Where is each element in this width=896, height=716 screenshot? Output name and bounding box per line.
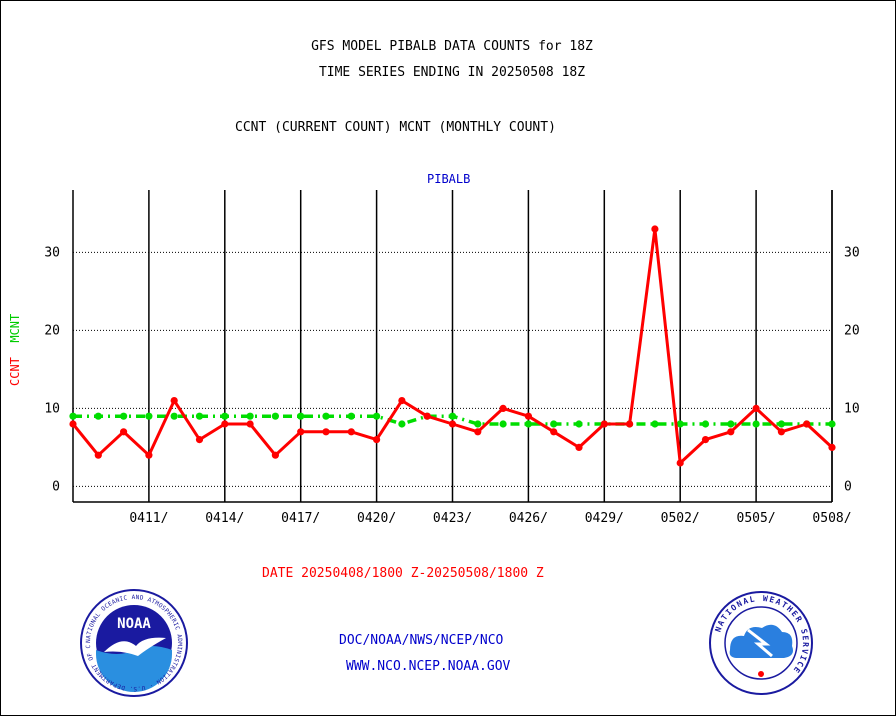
- data-point-mcnt: [550, 420, 558, 428]
- data-point-mcnt: [145, 412, 153, 420]
- data-point-ccnt: [170, 397, 178, 405]
- data-point-mcnt: [271, 412, 279, 420]
- data-point-ccnt: [195, 436, 204, 444]
- data-point-ccnt: [246, 420, 254, 428]
- x-tick-label: 0508/: [812, 511, 851, 526]
- data-point-ccnt: [69, 420, 77, 428]
- data-point-mcnt: [120, 412, 128, 420]
- data-point-mcnt: [828, 420, 836, 428]
- data-point-ccnt: [271, 451, 279, 459]
- x-tick-label: 0414/: [205, 511, 244, 526]
- x-tick-label: 0429/: [585, 511, 624, 526]
- y-tick-label-right: 20: [844, 323, 860, 338]
- data-point-ccnt: [145, 451, 153, 459]
- data-point-ccnt: [94, 451, 102, 459]
- data-point-mcnt: [499, 420, 507, 428]
- y-tick-label-left: 0: [52, 479, 60, 494]
- data-point-ccnt: [322, 428, 330, 436]
- data-point-ccnt: [221, 420, 229, 428]
- data-point-ccnt: [423, 412, 431, 420]
- data-point-mcnt: [347, 412, 355, 420]
- chart-title-line2: TIME SERIES ENDING IN 20250508 18Z: [318, 65, 586, 80]
- data-point-ccnt: [727, 428, 735, 436]
- data-point-ccnt: [676, 459, 684, 467]
- y-tick-label-left: 30: [44, 245, 60, 260]
- y-tick-label-left: 20: [44, 323, 60, 338]
- data-point-ccnt: [701, 436, 710, 444]
- credit-line-1: DOC/NOAA/NWS/NCEP/NCO: [339, 633, 504, 648]
- x-tick-label: 0502/: [661, 511, 700, 526]
- x-tick-label: 0417/: [281, 511, 320, 526]
- x-tick-label: 0505/: [737, 511, 776, 526]
- data-point-ccnt: [448, 420, 457, 428]
- data-point-ccnt: [499, 404, 507, 412]
- nws-logo: NATIONAL WEATHER SERVICE: [709, 591, 813, 695]
- data-point-ccnt: [297, 428, 305, 436]
- data-point-mcnt: [322, 412, 330, 420]
- y-tick-label-right: 0: [844, 479, 852, 494]
- x-tick-label: 0426/: [509, 511, 548, 526]
- data-point-mcnt: [524, 420, 533, 428]
- data-point-ccnt: [347, 428, 355, 436]
- data-point-mcnt: [575, 420, 583, 428]
- data-point-ccnt: [373, 436, 381, 444]
- data-point-mcnt: [727, 420, 735, 428]
- data-point-ccnt: [524, 412, 533, 420]
- data-point-ccnt: [803, 420, 811, 428]
- x-tick-label: 0411/: [129, 511, 168, 526]
- data-point-ccnt: [120, 428, 128, 436]
- data-point-mcnt: [676, 420, 684, 428]
- date-range-label: DATE 20250408/1800 Z-20250508/1800 Z: [262, 566, 544, 581]
- data-point-ccnt: [828, 443, 836, 451]
- data-point-mcnt: [297, 412, 305, 420]
- data-point-mcnt: [398, 420, 406, 428]
- data-point-mcnt: [701, 420, 710, 428]
- data-point-ccnt: [550, 428, 558, 436]
- y-tick-label-right: 10: [844, 401, 860, 416]
- data-point-mcnt: [195, 412, 204, 420]
- credit-line-2: WWW.NCO.NCEP.NOAA.GOV: [346, 659, 511, 674]
- data-point-ccnt: [651, 225, 659, 233]
- chart-title-line1: GFS MODEL PIBALB DATA COUNTS for 18Z: [311, 39, 593, 54]
- data-point-mcnt: [448, 412, 457, 420]
- data-point-ccnt: [575, 443, 583, 451]
- y-tick-label-left: 10: [44, 401, 60, 416]
- x-tick-label: 0423/: [433, 511, 472, 526]
- data-point-ccnt: [626, 420, 634, 428]
- data-point-ccnt: [752, 404, 760, 412]
- plot-title: PIBALB: [427, 172, 471, 186]
- data-point-mcnt: [777, 420, 786, 428]
- data-point-ccnt: [474, 428, 482, 436]
- data-point-mcnt: [94, 412, 102, 420]
- noaa-logo-text: NOAA: [117, 616, 151, 632]
- data-point-mcnt: [474, 420, 482, 428]
- data-point-mcnt: [373, 412, 381, 420]
- data-point-ccnt: [600, 420, 608, 428]
- data-point-mcnt: [246, 412, 254, 420]
- data-point-mcnt: [651, 420, 659, 428]
- data-point-ccnt: [777, 428, 786, 436]
- x-tick-label: 0420/: [357, 511, 396, 526]
- data-point-mcnt: [221, 412, 229, 420]
- chart-subtitle: CCNT (CURRENT COUNT) MCNT (MONTHLY COUNT…: [235, 120, 556, 135]
- data-point-mcnt: [752, 420, 760, 428]
- data-point-ccnt: [398, 397, 406, 405]
- data-point-mcnt: [170, 412, 178, 420]
- data-point-mcnt: [69, 412, 77, 420]
- noaa-logo: NOAA NATIONAL OCEANIC AND ATMOSPHERIC AD…: [78, 588, 188, 697]
- y-tick-label-right: 30: [844, 245, 860, 260]
